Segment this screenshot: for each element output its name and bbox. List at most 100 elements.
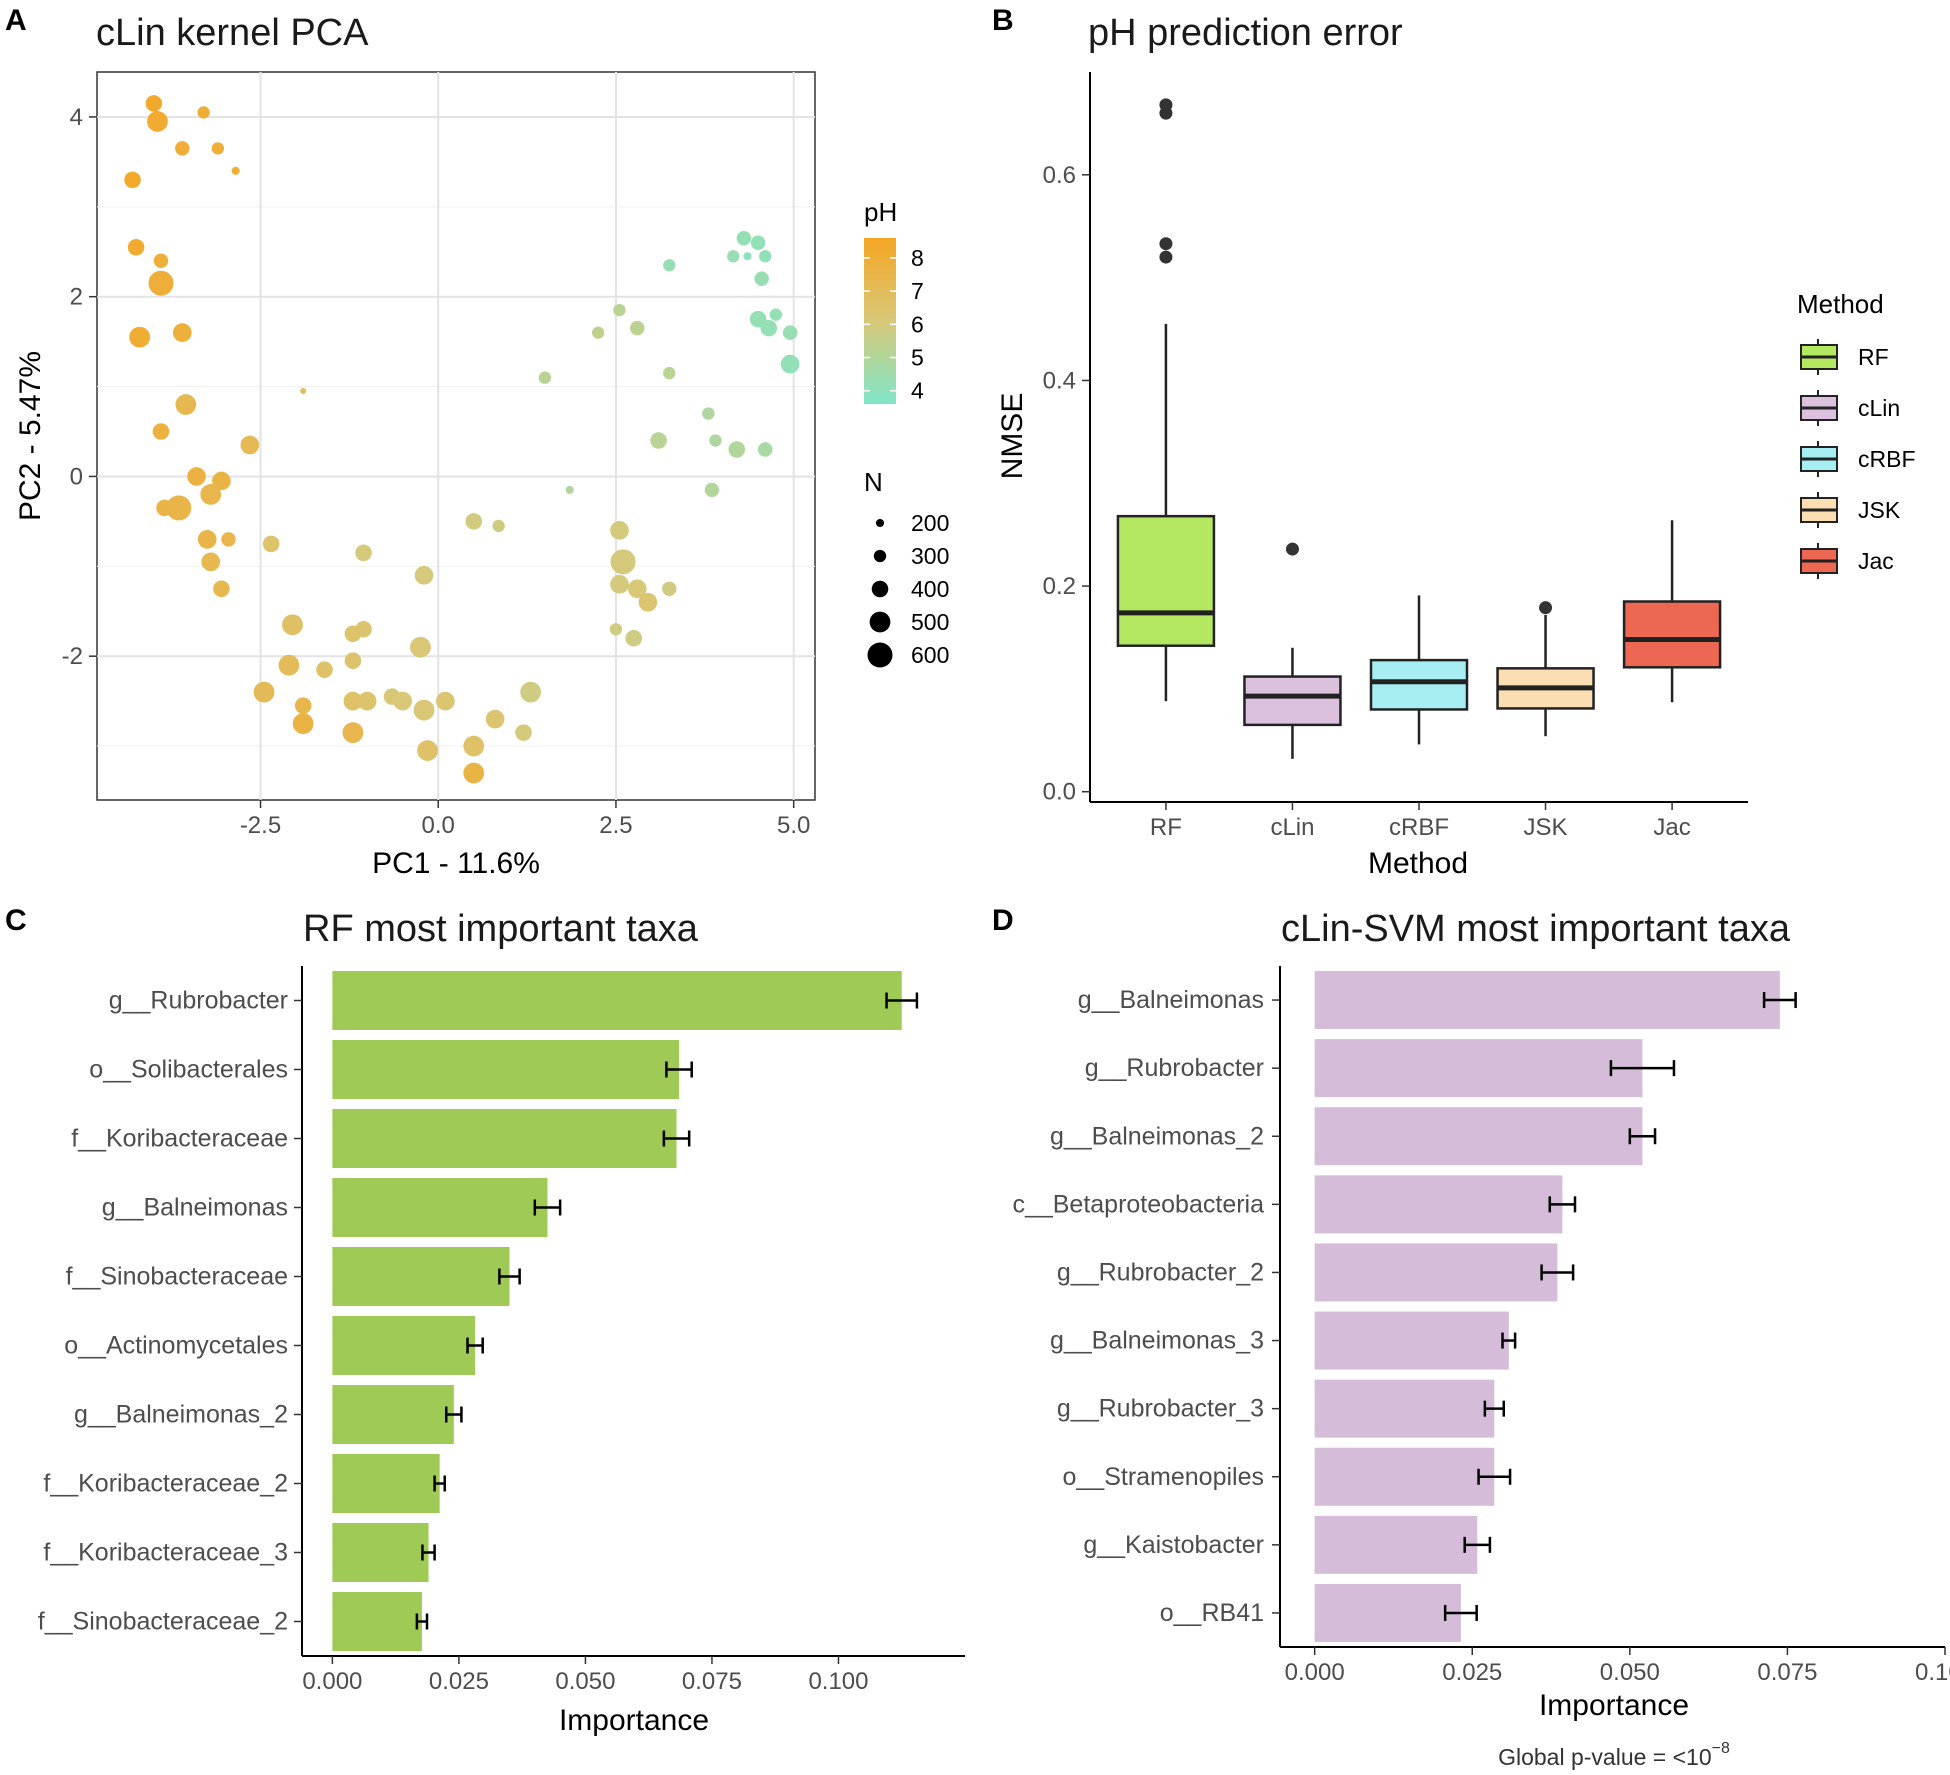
size-legend-label: 400 [911, 576, 949, 602]
scatter-point [565, 485, 574, 494]
x-tick-label: 0.025 [429, 1668, 489, 1695]
scatter-point [760, 319, 778, 337]
x-tick-label: 0.0 [422, 812, 455, 839]
panel-a-letter: A [5, 4, 27, 37]
taxon-label: f__Koribacteraceae [71, 1125, 288, 1153]
panel-c-letter: C [5, 904, 27, 937]
y-tick-label: 0.6 [1043, 162, 1076, 189]
taxon-label: f__Koribacteraceae_3 [43, 1539, 288, 1567]
panel-a-color-legend: pH 8 7 6 5 4 [864, 197, 924, 404]
scatter-point [294, 697, 312, 714]
panel-a-title: cLin kernel PCA [96, 12, 369, 54]
scatter-point [413, 699, 435, 721]
scatter-point [393, 691, 413, 711]
box-outlier [1539, 601, 1553, 615]
x-tick-label: cLin [1270, 814, 1314, 841]
size-legend-dot [871, 580, 889, 598]
panel-b-x-axis-label: Method [1368, 847, 1468, 880]
taxon-label: g__Rubrobacter_2 [1057, 1258, 1264, 1286]
scatter-point [124, 171, 141, 189]
y-tick-label: 2 [70, 284, 83, 311]
color-legend-label: 7 [911, 278, 924, 304]
taxon-label: g__Balneimonas_3 [1050, 1327, 1264, 1355]
scatter-point [127, 238, 145, 256]
box-outlier [1159, 250, 1173, 264]
scatter-point [278, 654, 300, 676]
scatter-point [129, 326, 151, 348]
importance-bar [332, 1109, 677, 1168]
size-legend-label: 300 [911, 543, 949, 569]
x-tick-label: -2.5 [240, 812, 281, 839]
panel-b-legend-title: Method [1797, 289, 1884, 319]
taxon-label: g__Kaistobacter [1083, 1531, 1264, 1559]
legend-label: cRBF [1858, 446, 1916, 472]
scatter-point [663, 366, 676, 380]
scatter-point [515, 724, 532, 741]
x-tick-label: 0.050 [1600, 1659, 1660, 1686]
importance-bar [1314, 1039, 1643, 1098]
scatter-point [727, 250, 740, 263]
importance-bar [332, 1385, 454, 1444]
scatter-point [630, 320, 645, 336]
importance-bar [332, 1523, 429, 1582]
taxon-label: g__Balneimonas [102, 1194, 288, 1222]
importance-bar [332, 1178, 548, 1237]
panel-b-y-axis-label: NMSE [996, 393, 1029, 480]
scatter-point [750, 235, 766, 250]
scatter-point [357, 691, 377, 711]
panel-b-legend: Method RF cLin cRBF JSK Jac [1797, 289, 1916, 579]
size-legend-label: 200 [911, 510, 949, 536]
panel-a: A cLin kernel PCA -2.5 0.0 2.5 5.0 -2 0 2 4 PC1… [5, 4, 949, 880]
x-tick-label: RF [1150, 814, 1182, 841]
scatter-point [300, 388, 307, 395]
taxon-label: g__Balneimonas_2 [74, 1401, 288, 1429]
size-legend-label: 500 [911, 609, 949, 635]
panel-a-y-axis-label: PC2 - 5.47% [14, 351, 47, 521]
panel-c-x-axis-label: Importance [559, 1704, 709, 1737]
box-body [1622, 600, 1722, 669]
importance-bar [1314, 1515, 1478, 1574]
x-tick-label: 0.000 [302, 1668, 362, 1695]
panel-a-x-axis-label: PC1 - 11.6% [372, 847, 540, 880]
scatter-point [436, 691, 455, 711]
panel-b: B pH prediction error 0.0 0.2 0.4 0.6 RF cLin… [992, 4, 1916, 880]
x-tick-label: JSK [1524, 814, 1568, 841]
scatter-point [743, 252, 752, 261]
global-p-value-note: Global p-value = <10−8 [1498, 1740, 1730, 1770]
importance-bar [332, 1247, 510, 1306]
scatter-point [212, 471, 231, 491]
box-outlier [1285, 542, 1299, 556]
scatter-point [187, 467, 206, 486]
scatter-point [240, 435, 260, 455]
scatter-point [769, 308, 783, 321]
scatter-point [175, 141, 190, 156]
taxon-label: f__Sinobacteraceae [66, 1263, 288, 1291]
panel-c-title: RF most important taxa [303, 908, 699, 950]
scatter-point [172, 323, 192, 342]
x-tick-label: Jac [1653, 814, 1690, 841]
scatter-point [201, 552, 221, 572]
importance-bar [1314, 1243, 1558, 1302]
scatter-point [231, 166, 240, 175]
scatter-point [147, 111, 168, 132]
box-body [1369, 658, 1469, 711]
scatter-point [463, 762, 485, 784]
scatter-point [145, 95, 163, 112]
box-outlier [1159, 237, 1173, 251]
scatter-point [728, 441, 746, 458]
scatter-point [175, 394, 197, 415]
scatter-point [638, 592, 658, 612]
scatter-point [650, 432, 667, 449]
importance-bar [332, 1316, 476, 1375]
scatter-point [148, 270, 174, 296]
color-legend-label: 8 [911, 245, 924, 271]
size-legend-dot [869, 611, 891, 633]
scatter-point [316, 661, 333, 678]
scatter-point [613, 304, 626, 317]
importance-bar [332, 1592, 422, 1651]
x-tick-label: 0.025 [1442, 1659, 1502, 1686]
importance-bar [1314, 1583, 1461, 1642]
scatter-point [610, 574, 629, 594]
x-tick-label: 2.5 [599, 812, 632, 839]
